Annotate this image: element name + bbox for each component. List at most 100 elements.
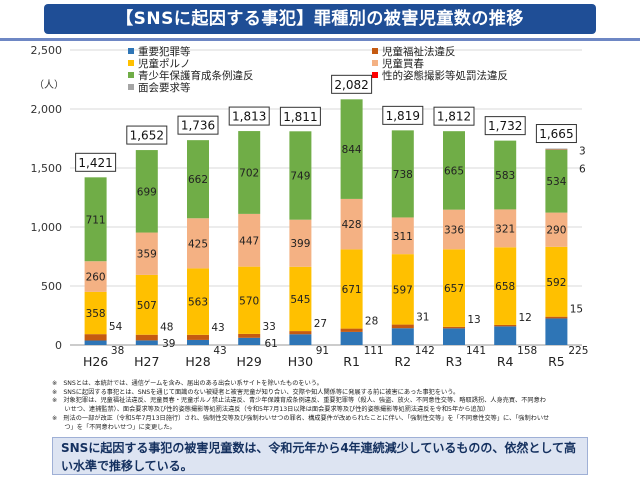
bar-segment	[391, 130, 414, 218]
x-tick-label: R5	[548, 354, 565, 369]
bar-segment	[340, 249, 363, 329]
data-label: 33	[263, 321, 276, 333]
bar-segment	[443, 209, 465, 250]
footnote-line: つ」を「不同意わいせつ」に変更した。	[52, 423, 176, 431]
data-label: 592	[546, 277, 566, 289]
bar-segment	[391, 217, 414, 255]
legend-swatch	[128, 84, 134, 90]
bar-segment	[545, 316, 568, 319]
data-label: 657	[444, 283, 464, 295]
data-label: 43	[213, 345, 226, 357]
legend-label: 青少年保護育成条例違反	[138, 69, 254, 82]
data-label: 583	[495, 170, 515, 182]
bar-segment	[391, 254, 414, 325]
bar-segment	[545, 149, 568, 213]
data-label: 15	[570, 304, 583, 316]
legend-swatch	[372, 48, 378, 54]
data-label: 711	[86, 214, 106, 226]
data-label: 597	[393, 284, 413, 296]
y-tick-label: 2,500	[31, 44, 63, 57]
y-tick-label: 1,500	[31, 162, 63, 175]
legend-swatch	[372, 72, 378, 78]
total-label: 1,736	[181, 119, 215, 133]
total-label-box	[382, 105, 424, 125]
x-tick-label: H27	[134, 354, 159, 369]
bar-segment	[84, 291, 107, 335]
bar-segment	[187, 140, 209, 219]
total-label-box	[331, 74, 373, 94]
bar-segment	[545, 212, 568, 247]
total-label-box	[75, 152, 117, 172]
bar-segment	[494, 209, 517, 248]
x-tick-label: H28	[185, 354, 210, 369]
bar-segment	[289, 334, 312, 345]
bar-segment	[84, 261, 107, 292]
bar-segment	[545, 246, 568, 317]
bar-segment	[84, 177, 107, 262]
bar-segment	[443, 326, 465, 329]
data-label: 111	[364, 345, 384, 357]
total-label: 2,082	[334, 78, 368, 92]
y-tick-label: 500	[41, 280, 62, 293]
y-tick-label: 2,000	[31, 103, 63, 116]
bar-segment	[135, 150, 158, 233]
data-label: 658	[495, 281, 515, 293]
total-label-box	[177, 115, 219, 135]
data-label: 31	[416, 312, 429, 324]
bar-segment	[289, 219, 312, 267]
bar-segment	[187, 268, 209, 335]
bar-segment	[84, 340, 107, 345]
data-label: 61	[265, 338, 278, 350]
bar-segment	[289, 266, 312, 332]
data-label: 260	[86, 272, 106, 284]
bar-segment	[340, 328, 363, 332]
bar-segment	[289, 131, 312, 220]
bar-segment	[391, 324, 414, 329]
bar-segment	[135, 334, 158, 341]
data-label: 665	[444, 165, 464, 177]
bar-segment	[494, 326, 517, 345]
total-label-box	[433, 106, 475, 126]
data-label: 290	[546, 225, 566, 237]
data-label: 12	[519, 312, 532, 324]
bar-segment	[443, 249, 465, 327]
data-label: 225	[568, 345, 588, 357]
total-label-box	[228, 106, 270, 126]
data-label: 321	[495, 223, 515, 235]
footnote-line: ※ SNSに起因する事犯とは、SNSを通じて面識のない被疑者と被害児童が知り合い…	[52, 388, 460, 396]
legend-label: 重要犯罪等	[138, 45, 191, 58]
bar-segment	[494, 247, 517, 325]
data-label: 13	[467, 314, 480, 326]
title-divider	[0, 38, 640, 41]
total-label-box	[126, 125, 168, 145]
data-label: 6	[579, 164, 586, 176]
bar-segment	[340, 99, 363, 199]
total-label: 1,812	[437, 110, 471, 124]
total-label-box	[279, 106, 321, 126]
bar-segment	[494, 324, 517, 327]
data-label: 399	[290, 238, 310, 250]
bar-segment	[238, 213, 261, 267]
bar-segment	[187, 339, 209, 345]
x-tick-label: H30	[288, 354, 313, 369]
x-tick-label: R4	[497, 354, 514, 369]
summary-box: SNSに起因する事犯の被害児童数は、令和元年から4年連続減少しているものの、依然…	[52, 437, 588, 475]
y-axis-label: （人）	[34, 79, 64, 91]
data-label: 27	[314, 318, 327, 330]
bar-segment	[545, 318, 568, 345]
data-label: 425	[188, 238, 208, 250]
x-tick-label: R3	[446, 354, 463, 369]
data-label: 38	[111, 345, 124, 357]
data-label: 534	[546, 176, 566, 188]
bar-segment	[443, 328, 465, 345]
data-label: 749	[290, 170, 310, 182]
legend-label: 面会要求等	[138, 81, 191, 94]
bar-segment	[238, 131, 261, 214]
data-label: 563	[188, 297, 208, 309]
legend-label: 性的姿態撮影等処罰法違反	[382, 69, 508, 82]
bar-segment	[238, 266, 261, 334]
data-label: 662	[188, 174, 208, 186]
page-title: 【SNSに起因する事犯】罪種別の被害児童数の推移	[44, 4, 596, 34]
legend-swatch	[128, 60, 134, 66]
data-label: 39	[162, 338, 175, 350]
